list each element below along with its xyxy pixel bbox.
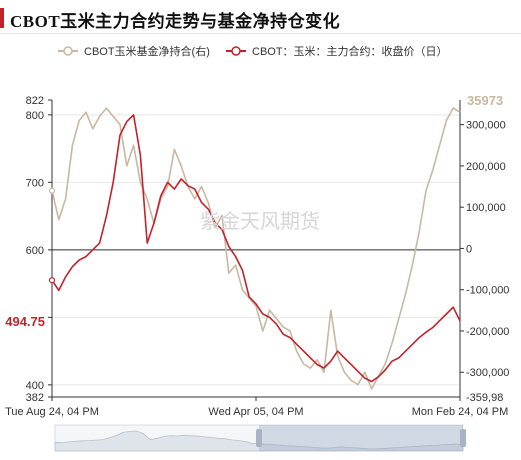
legend-marker-price xyxy=(231,46,241,56)
x-axis-labels: Tue Aug 24, 04 PM Wed Apr 05, 04 PM Mon Fe… xyxy=(5,406,508,418)
right-axis-labels: 300,000 200,000 100,000 0 -100,000 -200,000 -3… xyxy=(466,120,509,404)
left-tick-label: 822 xyxy=(26,95,44,107)
series-line-close-price xyxy=(51,114,461,383)
slider-handle-right[interactable] xyxy=(460,429,466,447)
axes xyxy=(48,99,464,401)
legend-item-close-price[interactable]: CBOT：玉米：主力合约：收盘价（日） xyxy=(226,44,448,58)
left-tick-label: 700 xyxy=(26,177,44,189)
right-tick-label: 300,000 xyxy=(466,120,506,132)
left-pointer-bg xyxy=(0,311,48,330)
left-tick-label: 600 xyxy=(26,245,44,257)
slider-selection xyxy=(259,425,463,451)
gridlines xyxy=(52,114,460,386)
right-tick-label: -300,000 xyxy=(466,367,509,379)
left-tick-label: 382 xyxy=(26,392,44,404)
right-tick-label-min: -359,98 xyxy=(466,392,503,404)
title-bar: CBOT玉米主力合约走势与基金净持仓变化 xyxy=(0,0,521,34)
right-tick-label: -100,000 xyxy=(466,285,509,297)
right-tick-label: 100,000 xyxy=(466,202,506,214)
series-layer xyxy=(48,107,461,390)
x-tick-label: Wed Apr 05, 04 PM xyxy=(208,406,303,418)
legend-item-fund-net-position[interactable]: CBOT玉米基金净持合(右) xyxy=(58,44,210,58)
x-tick-label: Tue Aug 24, 04 PM xyxy=(5,406,99,418)
right-pointer-label: 35973 xyxy=(463,91,521,109)
legend: CBOT玉米基金净持合(右) CBOT：玉米：主力合约：收盘价（日） xyxy=(58,44,448,58)
left-pointer-text: 494.75 xyxy=(5,314,45,329)
right-tick-label: 200,000 xyxy=(466,161,506,173)
left-tick-label: 800 xyxy=(26,110,44,122)
series-line-fund-net-position xyxy=(51,107,461,390)
slider-handle-left[interactable] xyxy=(256,429,262,447)
left-pointer-label: 494.75 xyxy=(0,311,48,330)
watermark: 紫金天风期货 xyxy=(200,209,320,233)
legend-label-fund: CBOT玉米基金净持合(右) xyxy=(84,44,210,58)
right-pointer-bg xyxy=(463,91,521,109)
legend-marker-fund xyxy=(63,46,73,56)
data-zoom-slider[interactable] xyxy=(54,424,466,452)
x-tick-label: Mon Feb 24, 04 PM xyxy=(412,406,509,418)
left-axis-labels: 822800700600500400382 xyxy=(26,95,44,404)
series-start-marker-price xyxy=(48,277,56,284)
right-tick-label: -200,000 xyxy=(466,326,509,338)
legend-label-price: CBOT：玉米：主力合约：收盘价（日） xyxy=(252,44,448,58)
title-divider xyxy=(0,33,521,34)
left-tick-label: 400 xyxy=(26,380,44,392)
right-pointer-text: 35973 xyxy=(467,93,503,108)
series-start-marker-fund xyxy=(48,187,56,194)
slider-preview xyxy=(54,430,464,452)
right-tick-label: 0 xyxy=(466,243,472,255)
page-title: CBOT玉米主力合约走势与基金净持仓变化 xyxy=(10,12,341,31)
title-accent-bar xyxy=(0,8,4,28)
